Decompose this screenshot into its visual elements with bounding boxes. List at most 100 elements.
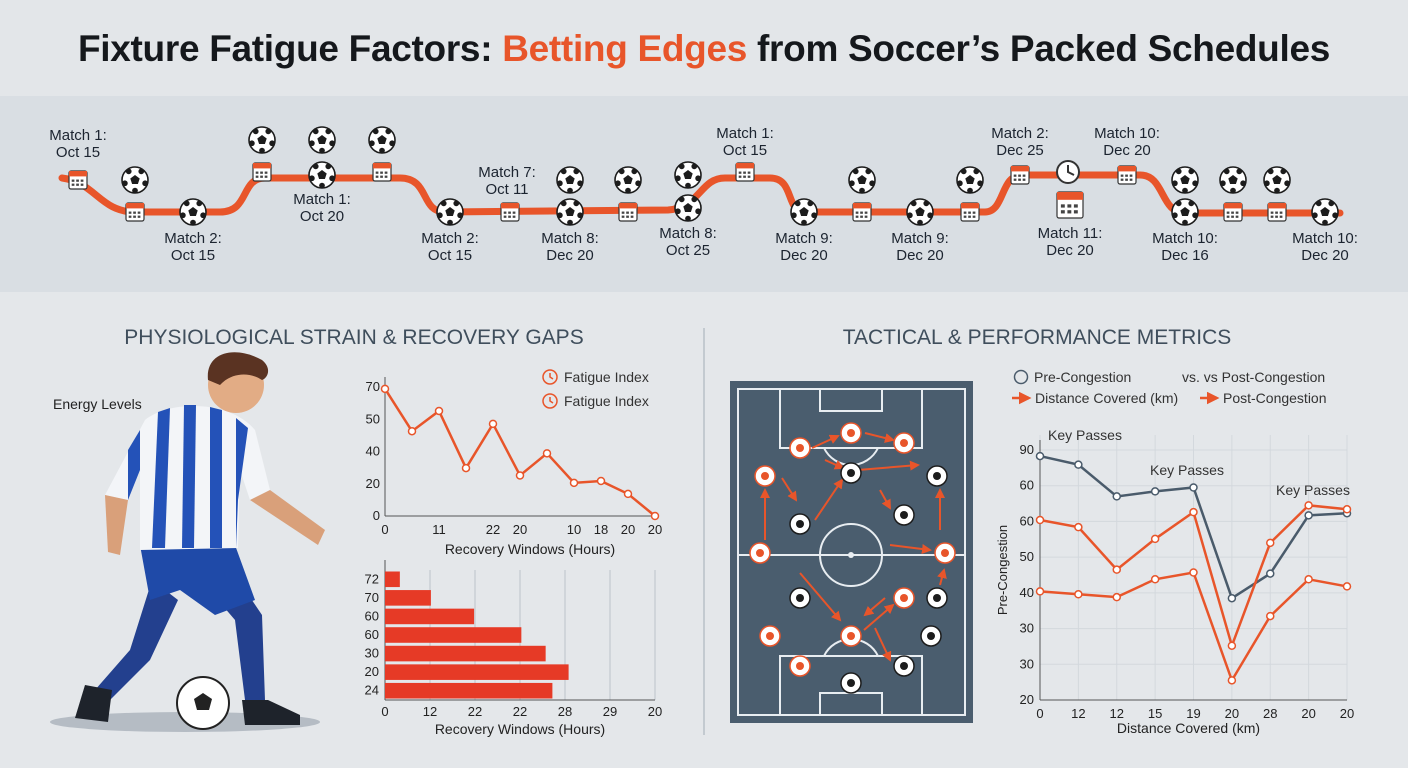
ball-patch — [1274, 187, 1280, 194]
soccer-ball — [614, 166, 642, 194]
data-point — [1266, 611, 1275, 621]
token-core — [796, 662, 804, 670]
x-tick-label: 12 — [1110, 706, 1124, 721]
calendar-top — [126, 203, 144, 209]
token-core — [761, 472, 769, 480]
player-token — [789, 655, 811, 677]
token-core — [941, 549, 949, 557]
ball-patch — [801, 219, 807, 226]
calendar-cell — [137, 211, 141, 214]
timeline-date: Dec 20 — [1301, 247, 1349, 264]
calendar-cell — [380, 171, 383, 174]
player-token — [759, 625, 781, 647]
player-token-dark — [840, 462, 862, 484]
soccer-ball — [674, 194, 702, 222]
figure-label: Energy Levels — [53, 396, 142, 412]
calendar-cell — [860, 211, 863, 214]
data-point — [1035, 515, 1045, 525]
calendar-cell — [80, 183, 84, 186]
section-heading: TACTICAL & PERFORMANCE METRICS — [843, 326, 1232, 349]
calendar-cell — [508, 211, 511, 214]
ball-patch — [312, 128, 319, 135]
data-point — [1112, 492, 1121, 501]
calendar-icon — [125, 202, 145, 222]
calendar-cell — [1073, 210, 1078, 214]
timeline-label: Match 8: — [659, 225, 717, 242]
y-tick-label: 20 — [365, 664, 379, 679]
soccer-ball — [674, 161, 702, 189]
legend-label: Fatigue Index — [564, 369, 649, 385]
calendar-cell — [133, 211, 136, 214]
legend-icon — [542, 369, 558, 385]
calendar-icon — [1267, 202, 1287, 222]
x-tick-label: 20 — [513, 522, 527, 537]
token-core — [933, 472, 941, 480]
x-tick-label: 20 — [1301, 706, 1315, 721]
calendar-icon — [960, 202, 980, 222]
ball-patch — [319, 182, 325, 189]
calendar-cell — [1235, 211, 1239, 214]
legend-label: Distance Covered (km) — [1035, 390, 1178, 406]
token-core — [933, 594, 941, 602]
ball-patch — [325, 163, 332, 170]
x-tick-label: 11 — [432, 522, 446, 537]
legend-label: Fatigue Index — [564, 393, 649, 409]
ball-patch — [312, 163, 319, 170]
calendar-icon — [252, 162, 272, 182]
ball-patch — [678, 196, 685, 203]
x-tick-label: 29 — [603, 704, 617, 719]
token-core — [796, 520, 804, 528]
pass-arrow — [889, 544, 932, 554]
timeline-date: Oct 25 — [666, 242, 710, 259]
ball-patch — [385, 128, 392, 135]
calendar-icon — [1056, 191, 1084, 219]
calendar-cell — [1022, 178, 1026, 181]
timeline-label: Match 10: — [1094, 125, 1160, 142]
data-point — [1304, 575, 1313, 584]
ball-patch — [960, 168, 967, 175]
ball-patch — [1264, 180, 1270, 187]
calendar-cell — [1226, 215, 1230, 218]
player-token — [840, 422, 862, 444]
player-token-dark — [789, 587, 811, 609]
ball-patch — [1182, 219, 1188, 226]
ball-patch — [257, 135, 267, 144]
ball-patch — [122, 180, 128, 187]
y-tick-label: 40 — [366, 444, 380, 459]
y-tick-label: 70 — [365, 590, 379, 605]
ball-patch — [691, 196, 698, 203]
ball-patch — [1223, 168, 1230, 175]
pass-arrow — [799, 572, 842, 622]
clock-hands — [1067, 165, 1075, 176]
ball-patch — [1230, 187, 1236, 194]
calendar-cell — [1022, 174, 1026, 177]
soccer-ball — [1171, 198, 1199, 226]
bar — [385, 608, 475, 625]
player-token — [934, 542, 956, 564]
ball-patch — [325, 128, 332, 135]
ball-patch — [138, 168, 145, 175]
ball-patch — [565, 175, 575, 184]
ball-patch — [973, 168, 980, 175]
bar — [385, 682, 553, 699]
ball-patch — [565, 207, 575, 216]
title: Fixture Fatigue Factors: Betting Edges f… — [0, 28, 1408, 70]
ball-patch — [1188, 200, 1195, 207]
ball-patch — [675, 175, 681, 182]
ball-patch — [623, 175, 633, 184]
ball-patch — [849, 180, 855, 187]
calendar-cell — [1013, 174, 1017, 177]
calendar-cell — [1279, 215, 1283, 218]
data-point — [1304, 511, 1313, 520]
data-point — [1150, 575, 1160, 584]
calendar-top — [1268, 203, 1286, 209]
x-tick-label: 22 — [468, 704, 482, 719]
ball-patch — [377, 135, 387, 144]
calendar-cell — [512, 215, 516, 218]
ball-patch — [1172, 180, 1178, 187]
x-tick-label: 22 — [513, 704, 527, 719]
token-core — [756, 549, 764, 557]
legend-label: Post-Congestion — [1223, 390, 1327, 406]
timeline-date: Dec 20 — [1103, 142, 1151, 159]
